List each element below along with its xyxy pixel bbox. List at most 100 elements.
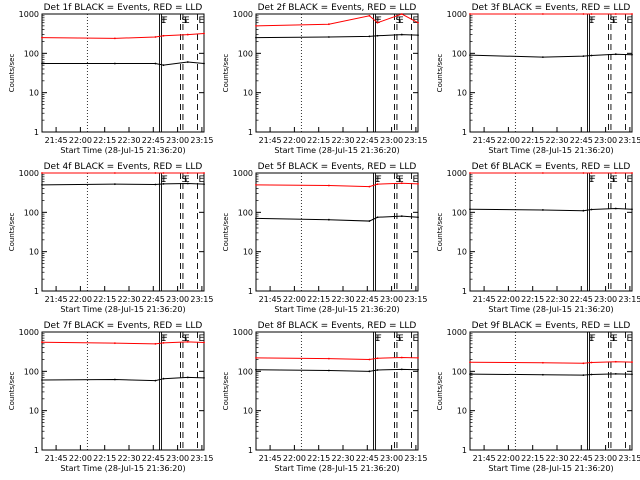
series-lld-point (614, 13, 617, 15)
x-tick-label: 21:45 (45, 136, 68, 145)
series-events-point (114, 378, 116, 381)
series-events-point (114, 62, 116, 65)
event-marker-label: E (588, 334, 594, 344)
x-tick-label: 22:00 (497, 454, 520, 463)
series-lld-point (154, 36, 157, 38)
x-tick-label: 21:45 (45, 454, 68, 463)
y-tick-label: 1000 (233, 10, 253, 19)
x-tick-label: 23:15 (190, 295, 213, 304)
y-axis-label: Counts/sec (8, 213, 16, 252)
x-tick-label: 23:00 (166, 295, 189, 304)
series-events-point (400, 368, 403, 371)
series-lld-point (590, 172, 593, 174)
y-tick-label: 10 (457, 89, 467, 98)
y-tick-label: 100 (24, 49, 39, 58)
x-tick-label: 23:15 (618, 136, 640, 145)
plot-frame (41, 172, 205, 292)
series-lld-point (328, 23, 330, 26)
x-tick-label: 22:30 (545, 295, 568, 304)
x-axis-label: Start Time (28-Jul-15 21:36:20) (488, 146, 613, 155)
panel-title: Det 8f BLACK = Events, RED = LLD (258, 321, 417, 331)
plot-frame (255, 172, 419, 292)
series-events-point (417, 34, 419, 37)
x-tick-label: 23:00 (594, 295, 617, 304)
plot-frame (41, 13, 205, 133)
x-tick-label: 21:45 (473, 136, 496, 145)
x-tick-label: 22:45 (570, 454, 593, 463)
series-events-line (469, 53, 633, 58)
y-tick-label: 1000 (19, 169, 39, 178)
event-marker-label: F (377, 334, 382, 344)
event-marker-label: E (413, 175, 419, 185)
x-axis-label: Start Time (28-Jul-15 21:36:20) (274, 464, 399, 473)
y-axis-label: Counts/sec (222, 213, 230, 252)
x-tick-label: 22:15 (307, 136, 330, 145)
x-tick-label: 23:15 (190, 136, 213, 145)
y-tick-label: 1000 (447, 328, 467, 337)
series-lld-line (255, 13, 419, 27)
event-marker-label: E (184, 16, 190, 26)
x-tick-label: 23:15 (190, 454, 213, 463)
series-events-point (368, 35, 371, 38)
event-marker-label: S (396, 16, 402, 26)
event-marker-label: E (398, 334, 404, 344)
y-tick-label: 1 (462, 446, 467, 455)
series-events-line (255, 34, 419, 39)
event-marker-label: E (374, 16, 380, 26)
x-axis-label: Start Time (28-Jul-15 21:36:20) (488, 464, 613, 473)
series-lld-point (328, 184, 330, 187)
x-tick-label: 22:45 (570, 295, 593, 304)
panel-title: Det 2f BLACK = Events, RED = LLD (258, 3, 417, 13)
x-axis-label: Start Time (28-Jul-15 21:36:20) (60, 464, 185, 473)
event-marker-label: E (588, 16, 594, 26)
series-events-point (328, 36, 330, 38)
y-tick-label: 100 (238, 208, 253, 217)
event-marker-label: E (627, 16, 633, 26)
panel-title: Det 4f BLACK = Events, RED = LLD (44, 162, 203, 172)
series-events-line (469, 373, 633, 376)
event-marker-label: E (627, 175, 633, 185)
series-events-point (590, 54, 593, 57)
series-lld-point (631, 13, 633, 15)
y-tick-label: 10 (243, 407, 253, 416)
series-events-point (162, 64, 165, 67)
series-lld-point (614, 172, 617, 174)
series-events-point (368, 370, 371, 373)
series-lld-line (255, 356, 419, 360)
series-lld-line (41, 32, 205, 39)
x-axis-label: Start Time (28-Jul-15 21:36:20) (488, 305, 613, 314)
panel-title: Det 3f BLACK = Events, RED = LLD (472, 3, 631, 13)
y-tick-label: 100 (452, 367, 467, 376)
series-events-point (590, 208, 593, 211)
series-lld-point (255, 356, 257, 359)
series-lld-line (469, 361, 633, 364)
series-events-point (542, 209, 544, 211)
event-marker-label: S (182, 175, 188, 185)
x-tick-label: 22:15 (93, 295, 116, 304)
x-tick-label: 22:45 (356, 295, 379, 304)
series-lld-point (368, 185, 371, 188)
series-lld-point (469, 361, 471, 364)
event-marker-label: E (160, 175, 166, 185)
y-tick-label: 1000 (447, 169, 467, 178)
series-events-point (162, 377, 165, 380)
event-marker-label: F (163, 175, 168, 185)
event-marker-label: E (627, 334, 633, 344)
event-marker-label: E (413, 334, 419, 344)
series-lld-point (114, 172, 116, 174)
series-events-line (41, 183, 205, 186)
x-tick-label: 22:15 (307, 295, 330, 304)
series-events-line (42, 61, 205, 66)
plot-frame (469, 331, 633, 451)
series-lld-point (203, 32, 205, 35)
event-marker-label: E (199, 334, 205, 344)
y-tick-label: 1 (248, 287, 253, 296)
x-tick-label: 22:45 (570, 136, 593, 145)
series-events-point (154, 183, 157, 186)
y-axis-label: Counts/sec (436, 54, 444, 93)
series-events-point (582, 55, 585, 58)
y-tick-label: 1000 (233, 328, 253, 337)
series-events-point (186, 376, 189, 379)
series-events-point (203, 62, 205, 65)
event-marker-label: S (182, 334, 188, 344)
